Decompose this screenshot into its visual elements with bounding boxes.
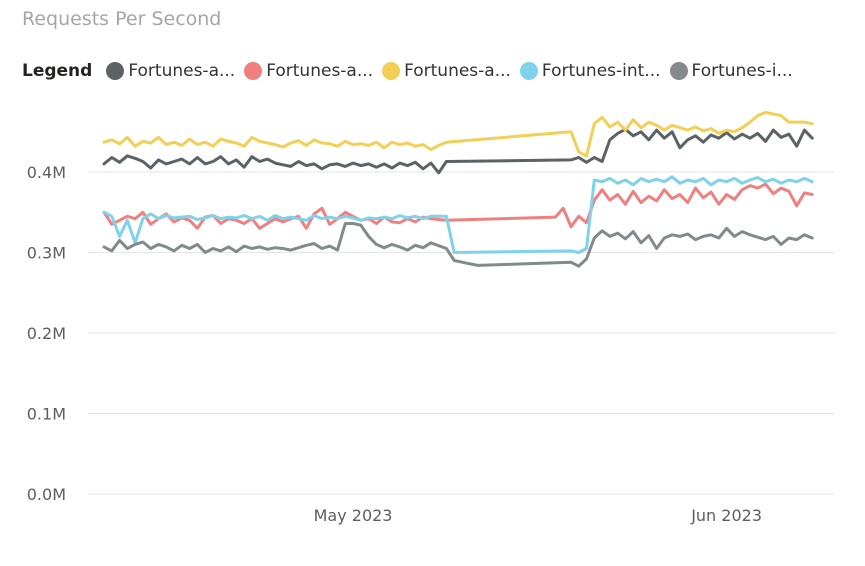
legend: Legend Fortunes-a... Fortunes-a... Fortu… <box>22 58 802 84</box>
series-line-5[interactable] <box>102 222 814 268</box>
legend-label: Fortunes-a... <box>128 61 236 81</box>
series-line-2[interactable] <box>102 182 814 230</box>
x-tick-label: Jun 2023 <box>690 506 762 525</box>
legend-label: Fortunes-int... <box>541 61 661 81</box>
x-axis: May 2023 Jun 2023 <box>314 506 762 525</box>
x-tick-label: May 2023 <box>314 506 393 525</box>
y-tick-label: 0.2M <box>27 324 66 343</box>
legend-marker-icon <box>106 62 125 80</box>
legend-item-series-1[interactable]: Fortunes-a... <box>106 61 235 81</box>
legend-item-series-3[interactable]: Fortunes-a... <box>382 61 511 81</box>
legend-marker-icon <box>669 62 688 80</box>
y-tick-label: 0.1M <box>27 405 66 424</box>
legend-item-series-4[interactable]: Fortunes-int... <box>519 61 661 81</box>
series-line-1[interactable] <box>102 127 814 175</box>
chart-title: Requests Per Second <box>22 8 222 30</box>
legend-marker-icon <box>244 62 263 80</box>
y-tick-label: 0.0M <box>27 485 66 504</box>
legend-label: Fortunes-a... <box>266 61 374 81</box>
series-line-3[interactable] <box>102 110 814 158</box>
series-line-4[interactable] <box>102 175 814 254</box>
y-axis: 0.0M 0.1M 0.2M 0.3M 0.4M <box>27 163 66 504</box>
gridlines <box>88 171 835 495</box>
legend-marker-icon <box>382 62 401 80</box>
series-lines <box>102 110 814 268</box>
y-tick-label: 0.3M <box>27 244 66 263</box>
legend-title: Legend <box>22 61 93 81</box>
legend-label: Fortunes-i... <box>691 61 793 81</box>
legend-item-series-5[interactable]: Fortunes-i... <box>669 61 793 81</box>
y-tick-label: 0.4M <box>27 163 66 182</box>
legend-label: Fortunes-a... <box>404 61 511 81</box>
legend-marker-icon <box>519 62 538 80</box>
legend-item-series-2[interactable]: Fortunes-a... <box>244 61 373 81</box>
